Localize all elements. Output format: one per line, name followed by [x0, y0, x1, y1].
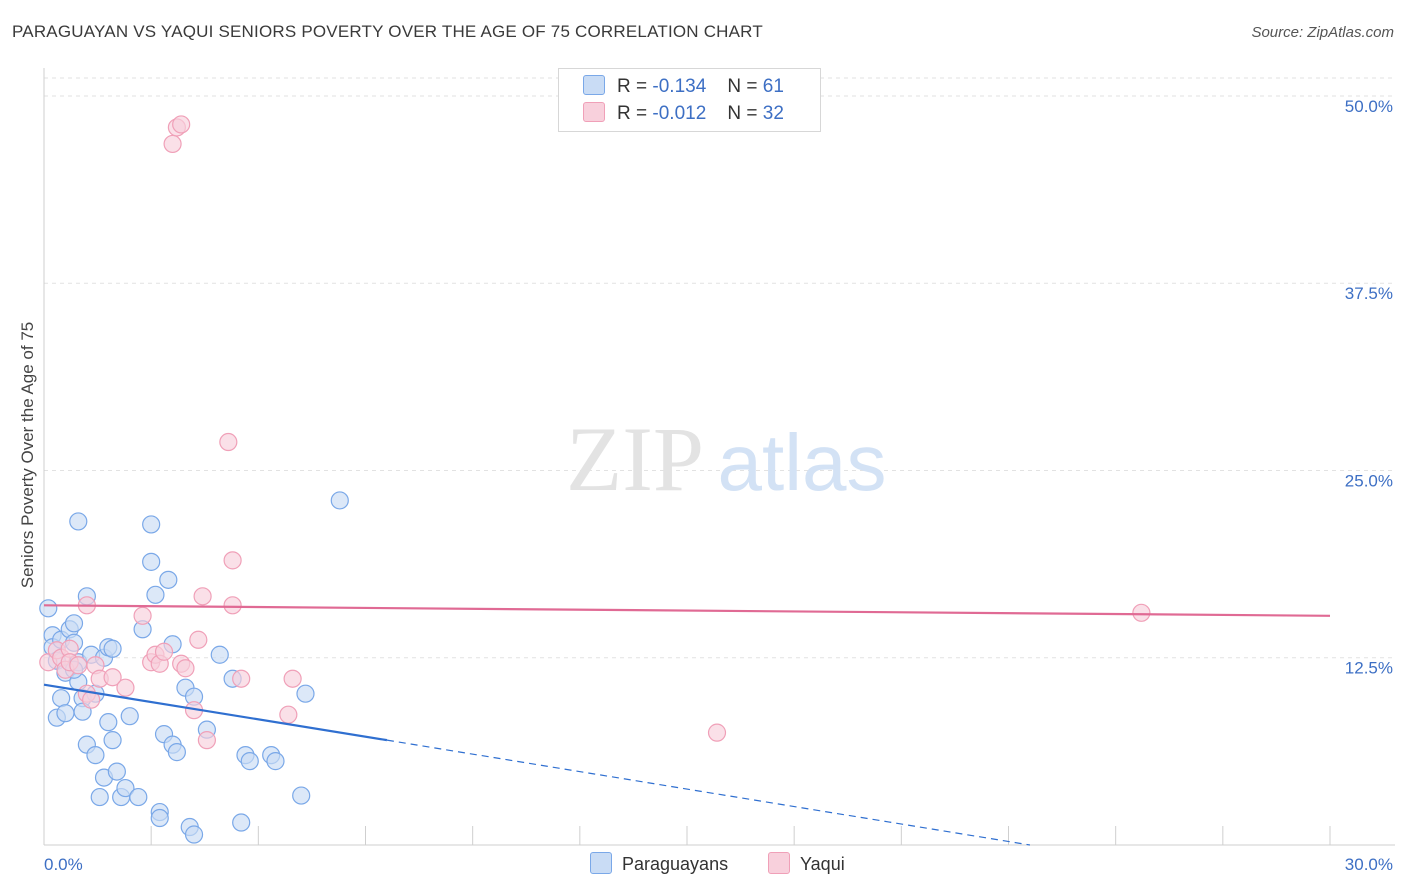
data-point-paraguayans	[103, 639, 122, 658]
legend-swatch-yaqui	[583, 102, 605, 122]
trend-line-paraguayans	[43, 683, 388, 742]
data-point-yaqui	[197, 731, 216, 750]
data-point-paraguayans	[232, 813, 251, 832]
data-point-paraguayans	[90, 787, 109, 807]
data-point-paraguayans	[142, 515, 161, 534]
y-tick-label: 12.5%	[1345, 659, 1393, 678]
legend-n-value: 32	[762, 103, 784, 124]
correlation-legend: R = -0.134 N = 61 R = -0.012 N = 32	[558, 68, 821, 132]
bottom-legend-swatch-yaqui	[768, 852, 790, 874]
data-point-paraguayans	[86, 746, 105, 765]
data-point-yaqui	[82, 690, 101, 709]
data-point-yaqui	[1132, 603, 1151, 622]
data-point-yaqui	[189, 630, 208, 649]
bottom-legend-label-paraguayans: Paraguayans	[622, 854, 729, 874]
y-tick-label: 37.5%	[1345, 284, 1393, 303]
legend-r-value: -0.012	[652, 103, 707, 124]
data-point-paraguayans	[69, 512, 88, 531]
data-point-yaqui	[69, 656, 88, 675]
x-tick-label-min: 0.0%	[44, 855, 83, 874]
legend-n-label: N =	[727, 76, 758, 97]
data-point-paraguayans	[210, 645, 229, 664]
data-point-paraguayans	[64, 614, 84, 633]
data-point-paraguayans	[184, 825, 204, 844]
data-point-paraguayans	[39, 599, 58, 618]
data-point-paraguayans	[150, 808, 169, 828]
legend-n-value: 61	[762, 76, 784, 97]
watermark-zip: ZIP	[566, 408, 704, 510]
data-point-paraguayans	[292, 786, 311, 805]
data-point-paraguayans	[120, 707, 139, 726]
trend-line-yaqui	[43, 604, 1331, 617]
data-point-paraguayans	[116, 778, 135, 798]
series-yaqui	[39, 115, 1151, 750]
data-point-paraguayans	[142, 552, 161, 571]
data-point-paraguayans	[99, 713, 118, 732]
y-tick-label: 50.0%	[1345, 97, 1393, 116]
data-point-paraguayans	[167, 743, 186, 762]
data-point-yaqui	[172, 115, 191, 134]
data-point-yaqui	[176, 659, 195, 678]
data-point-yaqui	[154, 642, 174, 661]
chart-source: Source: ZipAtlas.com	[1251, 24, 1394, 41]
data-point-paraguayans	[146, 585, 165, 604]
data-point-paraguayans	[240, 752, 259, 771]
data-point-yaqui	[163, 134, 182, 154]
chart-title: PARAGUAYAN VS YAQUI SENIORS POVERTY OVER…	[12, 22, 763, 41]
data-point-yaqui	[219, 432, 238, 452]
data-point-paraguayans	[56, 704, 75, 723]
data-point-paraguayans	[296, 684, 315, 703]
bottom-legend-swatch-paraguayans	[590, 852, 612, 874]
data-point-yaqui	[279, 705, 298, 724]
data-point-paraguayans	[330, 491, 349, 510]
data-point-yaqui	[116, 678, 135, 697]
bottom-legend-yaqui[interactable]: Yaqui	[768, 852, 845, 875]
data-point-paraguayans	[52, 689, 71, 708]
legend-row-yaqui: R = -0.012 N = 32	[583, 102, 784, 126]
y-tick-label: 25.0%	[1345, 471, 1393, 490]
watermark: ZIP atlas	[566, 408, 886, 510]
bottom-legend-label-yaqui: Yaqui	[800, 854, 845, 874]
grid-lines	[44, 77, 1395, 659]
data-point-yaqui	[232, 669, 251, 688]
data-point-yaqui	[223, 551, 242, 570]
data-point-paraguayans	[103, 731, 122, 750]
legend-n-label: N =	[727, 103, 758, 124]
data-point-yaqui	[707, 723, 727, 742]
watermark-atlas: atlas	[718, 418, 887, 507]
data-point-yaqui	[283, 669, 302, 688]
x-tick-label-max: 30.0%	[1345, 855, 1393, 874]
data-point-paraguayans	[107, 762, 126, 781]
data-point-paraguayans	[159, 570, 178, 589]
trend-line-extension-paraguayans	[386, 739, 1031, 846]
data-point-yaqui	[193, 587, 212, 606]
legend-r-value: -0.134	[652, 76, 707, 97]
data-point-yaqui	[223, 596, 242, 615]
bottom-legend-paraguayans[interactable]: Paraguayans	[590, 852, 728, 875]
legend-row-paraguayans: R = -0.134 N = 61	[583, 75, 784, 99]
data-point-yaqui	[103, 668, 122, 687]
data-point-yaqui	[133, 606, 152, 625]
data-point-paraguayans	[266, 752, 285, 771]
data-point-paraguayans	[129, 787, 148, 807]
legend-swatch-paraguayans	[583, 75, 605, 95]
legend-r-label: R =	[617, 103, 648, 124]
legend-r-label: R =	[617, 76, 648, 97]
